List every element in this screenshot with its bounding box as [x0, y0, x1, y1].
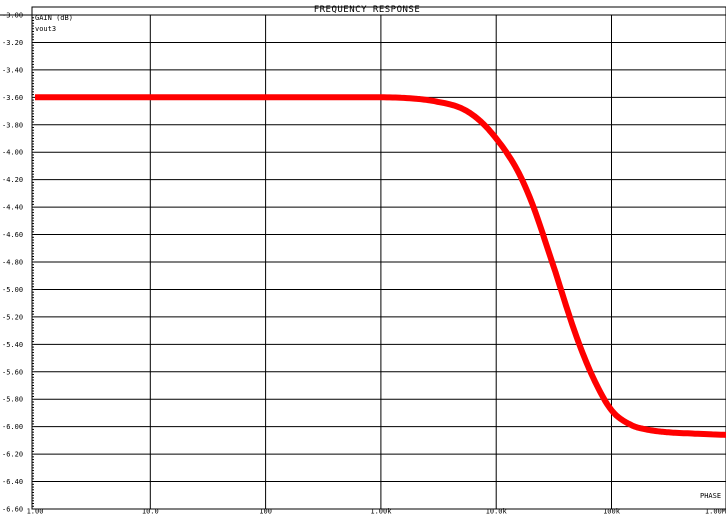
x-tick-label: 10.0k [486, 508, 508, 516]
grid [32, 15, 726, 509]
legend-series-name: vout3 [35, 25, 56, 33]
series-line-vout3 [35, 94, 726, 438]
x-tick-label: 100k [603, 508, 621, 516]
chart-title: FREQUENCY RESPONSE [314, 5, 421, 15]
phase-label: PHASE [700, 492, 721, 500]
plot-frame [31, 6, 726, 510]
axis-ticks: -3.00 -3.20 -3.40 -3.60 -3.80 -4.00 -4.20 -4.40… [2, 12, 726, 516]
x-tick-label: 100 [259, 508, 272, 516]
y-tick-label: -4.80 [2, 259, 23, 267]
y-tick-label: -6.00 [2, 423, 23, 431]
x-tick-label: 1.00 [27, 508, 44, 516]
x-tick-label: 1.00M [705, 508, 726, 516]
y-tick-label: -5.20 [2, 313, 23, 321]
y-tick-label: -4.20 [2, 176, 23, 184]
y-tick-label: -5.40 [2, 341, 23, 349]
y-tick-label: -6.40 [2, 478, 23, 486]
y-tick-label: -3.40 [2, 66, 23, 74]
y-tick-label: -6.60 [2, 506, 23, 514]
x-tick-label: 10.0 [142, 508, 159, 516]
y-axis-label: GAIN (dB) [35, 14, 73, 22]
y-tick-label: -4.40 [2, 204, 23, 212]
y-tick-label: -5.00 [2, 286, 23, 294]
x-tick-label: 1.00k [370, 508, 392, 516]
y-tick-label: -5.80 [2, 396, 23, 404]
y-tick-label: -3.80 [2, 121, 23, 129]
y-tick-label: -6.20 [2, 451, 23, 459]
y-tick-label: -4.00 [2, 149, 23, 157]
y-tick-label: -3.00 [2, 12, 23, 20]
y-tick-label: -3.60 [2, 94, 23, 102]
y-tick-label: -5.60 [2, 368, 23, 376]
series-layer [35, 94, 726, 438]
y-tick-label: -4.60 [2, 231, 23, 239]
y-tick-label: -3.20 [2, 39, 23, 47]
